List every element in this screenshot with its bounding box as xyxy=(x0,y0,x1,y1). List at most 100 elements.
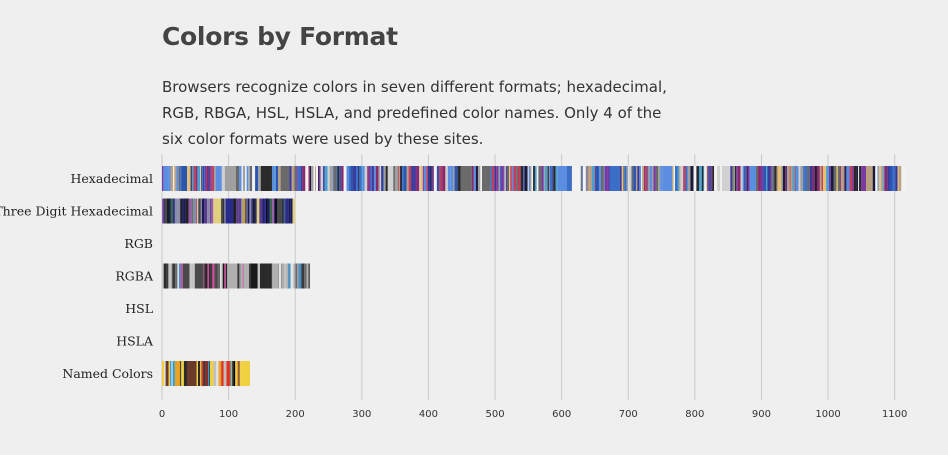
color-swatch xyxy=(207,263,210,289)
color-swatch xyxy=(732,166,734,191)
color-swatch xyxy=(452,166,455,191)
color-swatch xyxy=(586,166,588,191)
color-swatch xyxy=(730,166,733,191)
color-swatch xyxy=(494,166,497,191)
color-swatch xyxy=(241,166,243,191)
category-labels: Hexadecimal Three Digit Hexadecimal RGB RGB… xyxy=(0,171,154,381)
color-swatch xyxy=(180,361,182,386)
color-swatch xyxy=(553,166,556,191)
color-swatch xyxy=(212,263,215,289)
color-swatch xyxy=(201,198,205,224)
x-tick-label: 1000 xyxy=(815,409,840,420)
color-swatch xyxy=(238,198,242,224)
category-label: HSL xyxy=(125,301,153,316)
color-swatch xyxy=(680,166,684,191)
color-swatch xyxy=(683,166,686,191)
bars xyxy=(162,166,905,386)
x-tick-label: 200 xyxy=(286,409,305,420)
color-swatch xyxy=(856,166,859,191)
color-swatch xyxy=(289,166,292,191)
color-swatch xyxy=(746,166,748,191)
color-swatch xyxy=(206,166,209,191)
color-swatch xyxy=(633,166,636,191)
color-swatch xyxy=(608,166,610,191)
color-swatch xyxy=(278,166,281,191)
color-swatch xyxy=(246,166,249,191)
color-swatch xyxy=(655,166,659,191)
color-swatch xyxy=(375,166,379,191)
color-swatch xyxy=(332,166,334,191)
color-swatch xyxy=(373,166,376,191)
color-swatch xyxy=(607,166,609,191)
color-swatch xyxy=(814,166,817,191)
color-swatch xyxy=(441,166,443,191)
color-swatch xyxy=(235,361,237,386)
color-swatch xyxy=(760,166,764,191)
color-swatch xyxy=(214,263,218,289)
color-swatch xyxy=(192,198,196,224)
color-swatch xyxy=(795,166,799,191)
color-swatch xyxy=(510,166,512,191)
color-swatch xyxy=(245,166,247,191)
grid-lines xyxy=(161,154,896,400)
color-swatch xyxy=(385,166,388,191)
color-swatch xyxy=(381,166,384,191)
color-swatch xyxy=(174,198,178,224)
color-swatch xyxy=(181,361,184,386)
color-swatch xyxy=(333,166,337,191)
color-swatch xyxy=(250,263,258,289)
color-swatch xyxy=(821,166,824,191)
color-swatch xyxy=(296,166,298,191)
category-label: Named Colors xyxy=(62,366,153,381)
color-swatch xyxy=(647,166,649,191)
color-swatch xyxy=(277,263,280,289)
color-swatch xyxy=(679,166,681,191)
color-swatch xyxy=(302,166,306,191)
color-swatch xyxy=(162,166,164,191)
color-swatch xyxy=(703,166,705,191)
color-swatch xyxy=(239,263,242,289)
color-swatch xyxy=(628,166,630,191)
color-swatch xyxy=(471,166,474,191)
color-swatch xyxy=(836,166,838,191)
color-swatch xyxy=(473,166,476,191)
color-swatch xyxy=(308,263,310,289)
color-swatch xyxy=(496,166,499,191)
color-swatch xyxy=(581,166,583,191)
color-swatch xyxy=(503,166,505,191)
color-swatch xyxy=(233,361,236,386)
color-swatch xyxy=(422,166,424,191)
color-swatch xyxy=(198,361,201,386)
color-swatch xyxy=(204,198,208,224)
color-swatch xyxy=(224,263,226,289)
color-swatch xyxy=(252,166,254,191)
category-label: HSLA xyxy=(116,334,154,349)
color-swatch xyxy=(226,361,230,386)
color-swatch xyxy=(272,198,275,224)
color-swatch xyxy=(188,198,192,224)
color-swatch xyxy=(776,166,779,191)
color-swatch xyxy=(239,166,242,191)
color-swatch xyxy=(533,166,535,191)
color-swatch xyxy=(823,166,827,191)
color-swatch xyxy=(311,166,314,191)
color-swatch xyxy=(178,166,181,191)
category-label: Hexadecimal xyxy=(70,171,153,186)
color-swatch xyxy=(318,166,320,191)
color-swatch xyxy=(217,263,221,289)
color-swatch xyxy=(367,166,369,191)
color-swatch xyxy=(720,166,722,191)
color-swatch xyxy=(246,198,248,224)
color-swatch xyxy=(439,166,442,191)
color-swatch xyxy=(297,263,299,289)
chart-description: Browsers recognize colors in seven diffe… xyxy=(162,78,667,148)
color-swatch xyxy=(523,166,525,191)
color-swatch xyxy=(263,198,266,224)
color-swatch xyxy=(211,166,215,191)
color-swatch xyxy=(294,166,297,191)
color-swatch xyxy=(878,166,882,191)
color-swatch xyxy=(291,166,295,191)
color-swatch xyxy=(454,166,458,191)
color-swatch xyxy=(181,166,188,191)
color-swatch xyxy=(782,166,786,191)
